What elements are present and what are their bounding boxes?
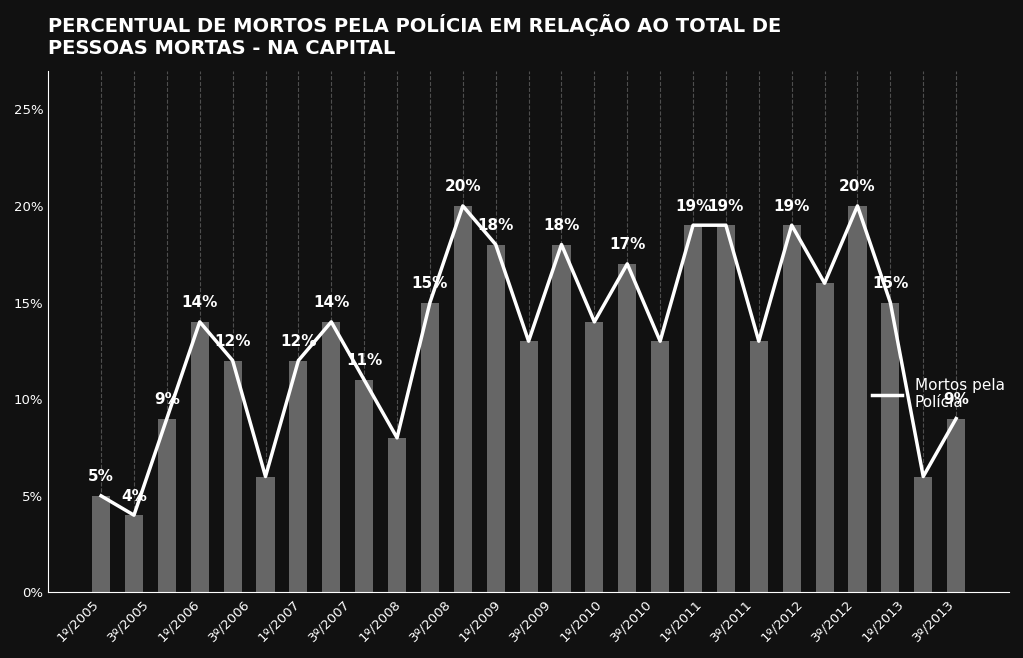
Text: 17%: 17% [609,238,646,252]
Bar [322,322,341,592]
Legend: Mortos pela
Polícia: Mortos pela Polícia [865,372,1011,417]
Bar [158,418,176,592]
Bar [388,438,406,592]
Mortos pela
Polícia [686,221,699,229]
Mortos pela
Polícia [226,357,238,365]
Text: 9%: 9% [153,392,180,407]
Mortos pela
Polícia [621,260,633,268]
Text: 12%: 12% [280,334,317,349]
Mortos pela
Polícia [917,472,929,480]
Mortos pela
Polícia [260,472,272,480]
Text: 18%: 18% [543,218,580,233]
Bar [520,342,538,592]
Mortos pela
Polícia [753,338,765,345]
Mortos pela
Polícia [424,299,436,307]
Mortos pela
Polícia [720,221,732,229]
Text: 14%: 14% [313,295,350,311]
Bar [125,515,143,592]
Bar [190,322,209,592]
Bar [355,380,373,592]
Bar [947,418,965,592]
Bar [585,322,604,592]
Bar [92,496,110,592]
Text: 20%: 20% [839,179,876,194]
Text: PERCENTUAL DE MORTOS PELA POLÍCIA EM RELAÇÃO AO TOTAL DE
PESSOAS MORTAS - NA CAP: PERCENTUAL DE MORTOS PELA POLÍCIA EM REL… [48,14,782,58]
Text: 19%: 19% [675,199,711,214]
Bar [881,303,899,592]
Line: Mortos pela
Polícia: Mortos pela Polícia [101,206,957,515]
Mortos pela
Polícia [818,279,831,287]
Text: 15%: 15% [873,276,908,291]
Bar [750,342,768,592]
Mortos pela
Polícia [193,318,206,326]
Mortos pela
Polícia [654,338,666,345]
Bar [783,225,801,592]
Text: 11%: 11% [346,353,383,368]
Bar [420,303,439,592]
Text: 14%: 14% [181,295,218,311]
Bar [915,476,932,592]
Mortos pela
Polícia [950,415,963,422]
Mortos pela
Polícia [555,241,568,249]
Bar [717,225,735,592]
Text: 4%: 4% [121,489,147,503]
Mortos pela
Polícia [456,202,469,210]
Mortos pela
Polícia [884,299,896,307]
Bar [552,245,571,592]
Mortos pela
Polícia [391,434,403,442]
Bar [454,206,472,592]
Mortos pela
Polícia [325,318,338,326]
Mortos pela
Polícia [786,221,798,229]
Mortos pela
Polícia [95,492,107,500]
Bar [290,361,308,592]
Text: 12%: 12% [215,334,251,349]
Mortos pela
Polícia [128,511,140,519]
Bar [257,476,274,592]
Mortos pela
Polícia [293,357,305,365]
Bar [651,342,669,592]
Bar [487,245,504,592]
Text: 18%: 18% [478,218,514,233]
Bar [815,283,834,592]
Bar [618,264,636,592]
Bar [684,225,702,592]
Mortos pela
Polícia [523,338,535,345]
Text: 19%: 19% [708,199,744,214]
Mortos pela
Polícia [490,241,502,249]
Mortos pela
Polícia [161,415,173,422]
Mortos pela
Polícia [358,376,370,384]
Text: 15%: 15% [411,276,448,291]
Bar [224,361,241,592]
Text: 9%: 9% [943,392,969,407]
Mortos pela
Polícia [588,318,601,326]
Text: 5%: 5% [88,469,114,484]
Text: 19%: 19% [773,199,810,214]
Text: 20%: 20% [445,179,481,194]
Bar [848,206,866,592]
Mortos pela
Polícia [851,202,863,210]
